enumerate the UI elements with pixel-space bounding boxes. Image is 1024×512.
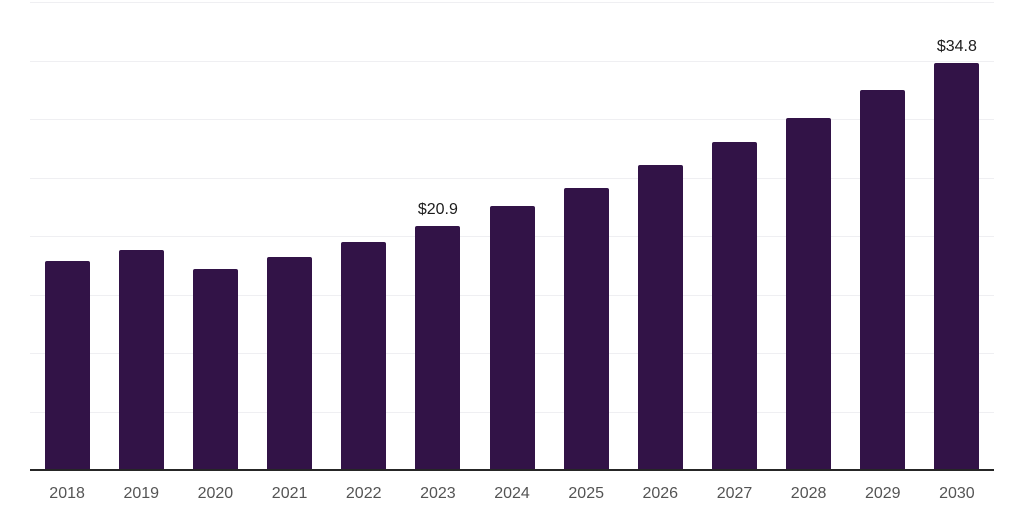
x-tick-2030: 2030 <box>939 485 975 502</box>
x-tick-2023: 2023 <box>420 485 456 502</box>
bar-2023 <box>415 225 461 470</box>
gridline-30 <box>30 119 994 120</box>
bar-2018 <box>44 260 90 470</box>
bar-2020 <box>192 268 238 470</box>
bar-2024 <box>489 205 535 470</box>
gridline-25 <box>30 177 994 179</box>
bar-2021 <box>267 257 312 470</box>
x-tick-2018: 2018 <box>49 485 85 502</box>
gridline-35 <box>30 60 994 62</box>
bar-2025 <box>563 188 609 470</box>
x-tick-2027: 2027 <box>716 485 753 502</box>
x-tick-2020: 2020 <box>197 485 234 502</box>
bar-2022 <box>341 241 387 470</box>
bar-2019 <box>118 250 164 470</box>
bar-2028 <box>786 117 832 470</box>
x-tick-2025: 2025 <box>568 485 604 502</box>
value-label-2023: $20.9 <box>417 200 458 218</box>
x-tick-2029: 2029 <box>864 485 901 502</box>
gridline-40 <box>30 2 994 3</box>
x-tick-2021: 2021 <box>271 485 308 502</box>
bar-2030 <box>934 62 980 470</box>
bar-2029 <box>860 89 906 471</box>
x-tick-2026: 2026 <box>642 485 679 502</box>
x-tick-2028: 2028 <box>790 485 827 502</box>
x-tick-2019: 2019 <box>123 485 160 502</box>
x-tick-2024: 2024 <box>494 485 530 502</box>
bar-2027 <box>712 142 757 470</box>
x-axis-line <box>30 469 994 471</box>
x-tick-2022: 2022 <box>345 485 382 502</box>
value-label-2030: $34.8 <box>936 37 977 55</box>
bar-2026 <box>637 164 683 470</box>
